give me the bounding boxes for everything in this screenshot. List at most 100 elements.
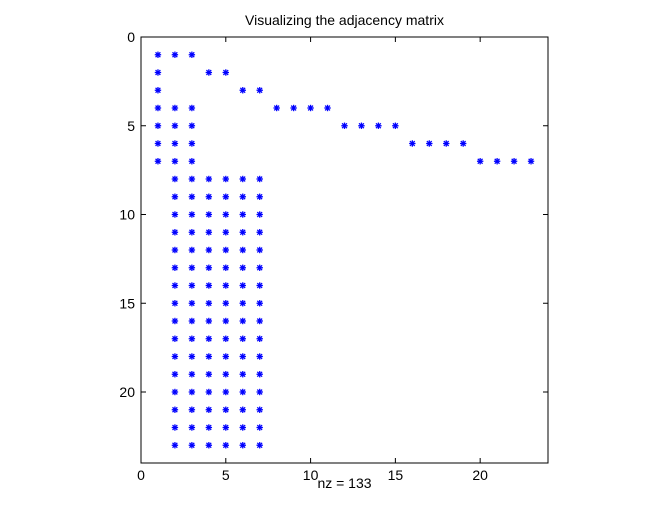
data-point bbox=[222, 264, 229, 271]
data-point bbox=[256, 388, 263, 396]
data-point bbox=[171, 282, 179, 289]
data-point bbox=[392, 122, 399, 129]
chart-title: Visualizing the adjacency matrix bbox=[245, 12, 444, 28]
data-point bbox=[171, 158, 179, 165]
data-point bbox=[205, 282, 213, 289]
data-point bbox=[188, 317, 196, 325]
data-point bbox=[222, 317, 229, 325]
data-point bbox=[239, 406, 246, 413]
data-point bbox=[171, 388, 179, 396]
y-tick-label: 20 bbox=[119, 384, 135, 400]
data-point bbox=[188, 388, 196, 396]
data-point bbox=[205, 264, 213, 271]
data-point bbox=[256, 246, 263, 254]
data-point bbox=[171, 371, 179, 378]
data-point bbox=[171, 229, 179, 236]
data-point bbox=[154, 122, 162, 129]
data-point bbox=[188, 211, 196, 218]
data-point bbox=[171, 193, 179, 200]
data-point bbox=[205, 388, 213, 396]
data-point bbox=[239, 175, 246, 183]
data-point bbox=[171, 317, 179, 325]
data-point bbox=[222, 442, 229, 449]
data-point bbox=[188, 264, 196, 271]
data-point bbox=[154, 140, 162, 147]
data-point bbox=[171, 104, 179, 112]
data-point bbox=[222, 424, 229, 431]
data-point bbox=[273, 104, 280, 112]
data-point bbox=[341, 122, 348, 129]
data-point bbox=[171, 175, 179, 183]
data-point bbox=[493, 158, 501, 165]
data-point bbox=[205, 229, 213, 236]
data-point bbox=[256, 193, 263, 200]
data-point bbox=[375, 122, 382, 129]
axes-box bbox=[140, 36, 549, 464]
data-point bbox=[239, 335, 246, 342]
data-point bbox=[256, 371, 263, 378]
data-point bbox=[188, 335, 196, 342]
data-point bbox=[205, 371, 213, 378]
data-point bbox=[256, 424, 263, 431]
data-point bbox=[443, 140, 450, 147]
data-point bbox=[222, 300, 229, 307]
data-point bbox=[188, 282, 196, 289]
data-point bbox=[171, 353, 179, 360]
data-point bbox=[188, 406, 196, 413]
y-axis-ticks: 0 5 10 15 20 bbox=[119, 29, 548, 400]
data-point bbox=[222, 388, 229, 396]
data-point bbox=[256, 317, 263, 325]
data-point bbox=[188, 175, 196, 183]
data-point bbox=[205, 335, 213, 342]
data-point bbox=[256, 282, 263, 289]
data-point bbox=[324, 104, 331, 112]
data-point bbox=[222, 371, 229, 378]
data-point bbox=[239, 388, 246, 396]
data-point bbox=[222, 406, 229, 413]
data-point bbox=[222, 229, 229, 236]
x-axis-ticks: 0 5 10 15 20 bbox=[137, 37, 488, 483]
data-point bbox=[239, 442, 246, 449]
data-point bbox=[239, 371, 246, 378]
data-point bbox=[205, 406, 213, 413]
data-point bbox=[205, 69, 213, 76]
data-point bbox=[290, 104, 297, 112]
data-point bbox=[188, 371, 196, 378]
data-point bbox=[154, 158, 162, 165]
data-point bbox=[222, 175, 229, 183]
data-point bbox=[171, 335, 179, 342]
data-point bbox=[222, 69, 229, 76]
data-point bbox=[222, 246, 229, 254]
data-point bbox=[171, 424, 179, 431]
data-point bbox=[239, 211, 246, 218]
data-point bbox=[409, 140, 416, 147]
data-point bbox=[188, 229, 196, 236]
data-point bbox=[476, 158, 484, 165]
data-point bbox=[239, 264, 246, 271]
data-point bbox=[256, 87, 263, 94]
data-point bbox=[256, 175, 263, 183]
data-point bbox=[188, 353, 196, 360]
data-point bbox=[222, 282, 229, 289]
y-tick-label: 5 bbox=[127, 118, 135, 134]
data-point bbox=[154, 51, 162, 58]
data-point bbox=[171, 406, 179, 413]
data-point bbox=[188, 158, 196, 165]
data-point bbox=[222, 335, 229, 342]
data-point bbox=[256, 264, 263, 271]
data-point bbox=[154, 104, 162, 112]
data-point bbox=[205, 353, 213, 360]
x-tick-label: 0 bbox=[137, 467, 145, 483]
data-point bbox=[171, 246, 179, 254]
data-point bbox=[426, 140, 433, 147]
data-point bbox=[239, 229, 246, 236]
data-point bbox=[205, 211, 213, 218]
y-tick-label: 10 bbox=[119, 207, 135, 223]
plot-area bbox=[141, 37, 548, 463]
data-point bbox=[510, 158, 518, 165]
data-point bbox=[188, 193, 196, 200]
data-point bbox=[239, 317, 246, 325]
data-point bbox=[154, 87, 162, 94]
data-point bbox=[188, 104, 196, 112]
